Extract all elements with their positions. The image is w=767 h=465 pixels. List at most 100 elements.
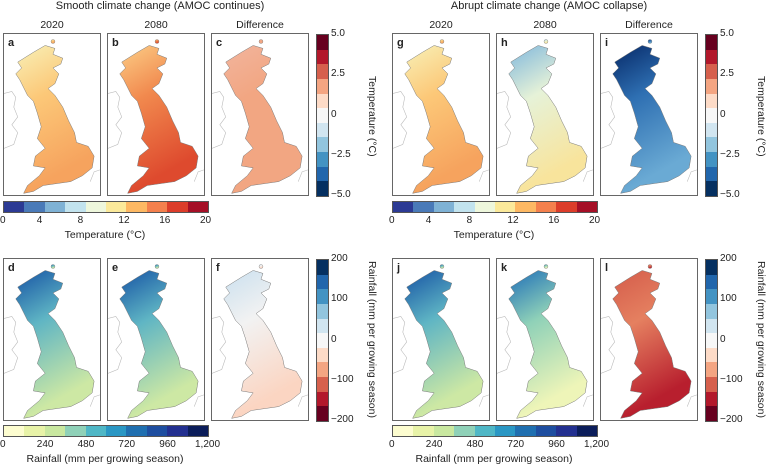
column-header: 2080 [533,19,557,31]
great-britain-shape [404,45,484,194]
colorbar-bin [317,108,328,123]
rainfall-colorbar [392,425,598,437]
shetland-islands [154,264,160,269]
great-britain-shape [119,45,199,194]
rainfall-colorbar [3,425,209,437]
colorbar-tick-label: 1,200 [584,439,610,450]
colorbar-bin [706,181,717,197]
colorbar-bin [706,289,717,304]
colorbar-bin [317,64,328,79]
colorbar-bin [495,202,516,212]
colorbar-tick-label: −2.5 [720,148,740,160]
column-header: 2080 [144,19,168,31]
ireland-outline [393,316,408,374]
panel-letter: k [501,262,508,274]
colorbar-tick-label: 480 [466,439,484,450]
colorbar-bin [706,137,717,153]
colorbar-bin [126,202,147,212]
colorbar-bin [706,78,717,94]
temperature_difference-colorbar [316,34,329,197]
colorbar-bin [317,406,328,422]
map-panel: l [600,258,698,421]
colorbar-bin [706,377,717,392]
colorbar-tick-label: 8 [77,215,84,226]
colorbar-bin [85,426,107,436]
colorbar-bin [317,166,328,182]
colorbar-bin [167,202,188,212]
ireland-outline [212,91,227,149]
france-outline [686,169,697,182]
panel-letter: e [112,262,119,274]
colorbar-tick-label: −2.5 [331,148,351,160]
colorbar-tick-label: 480 [77,439,95,450]
colorbar-tick-label: 12 [507,215,519,226]
france-outline [582,169,593,182]
colorbar-tick-label: 0 [0,439,6,450]
france-outline [582,394,593,407]
panel-letter: b [112,37,119,49]
colorbar-tick-label: 2.5 [720,68,734,80]
panel-letter: j [397,262,401,274]
colorbar-tick-label: 960 [548,439,565,450]
map-panel: d [3,258,101,421]
temperature-colorbar [3,201,209,213]
colorbar-bin [106,202,127,212]
france-outline [89,169,100,182]
column-header: Difference [236,19,284,31]
great-britain-shape [223,45,303,194]
colorbar-bin [24,202,45,212]
shetland-islands [258,264,264,269]
france-outline [686,394,697,407]
colorbar-tick-label: 8 [466,215,473,226]
colorbar-bin [317,362,328,378]
colorbar-bin [413,202,434,212]
temperature_difference-colorbar [705,34,718,197]
colorbar-bin [706,318,717,334]
panel-letter: l [605,262,609,274]
colorbar-tick-label: −200 [720,414,743,425]
colorbar-tick-label: 0 [331,108,337,120]
column-header: 2020 [429,19,453,31]
colorbar-bin [126,426,147,436]
shetland-islands [647,39,653,44]
colorbar-tick-label: 20 [200,215,212,226]
map-panel: j [392,258,490,421]
panel-letter: d [8,262,15,274]
colorbar-bin [706,391,717,407]
great-britain-shape [508,45,588,194]
map-panel: a [3,33,101,196]
colorbar-bin [556,426,577,436]
great-britain-shape [612,270,692,419]
france-outline [193,394,204,407]
gb-map [393,264,489,419]
great-britain-shape [404,270,484,419]
map-panel: e [107,258,205,421]
great-britain-shape [15,45,95,194]
colorbar-bin [44,426,66,436]
gb-map [601,264,697,419]
colorbar-bin [317,152,328,167]
panel-letter: g [397,37,404,49]
france-outline [478,169,489,182]
colorbar-bin [317,274,328,290]
ireland-outline [212,316,227,374]
colorbar-bin [317,93,328,109]
colorbar-bin [317,391,328,407]
map-panel: g [392,33,490,196]
colorbar-bin [317,289,328,304]
colorbar-bin [706,166,717,182]
rainfall_difference-colorbar [705,259,718,422]
shetland-islands [154,39,160,44]
colorbar-bin [317,49,328,65]
colorbar-tick-label: 720 [118,439,136,450]
ireland-outline [497,316,512,374]
colorbar-bin [65,426,86,436]
colorbar-tick-label: 4 [425,215,432,226]
great-britain-shape [119,270,199,419]
colorbar-bin [706,347,717,363]
colorbar-tick-label: 200 [720,253,737,264]
colorbar-tick-label: 240 [36,439,54,450]
colorbar-bin [317,377,328,392]
map-panel: k [496,258,594,421]
france-outline [478,394,489,407]
